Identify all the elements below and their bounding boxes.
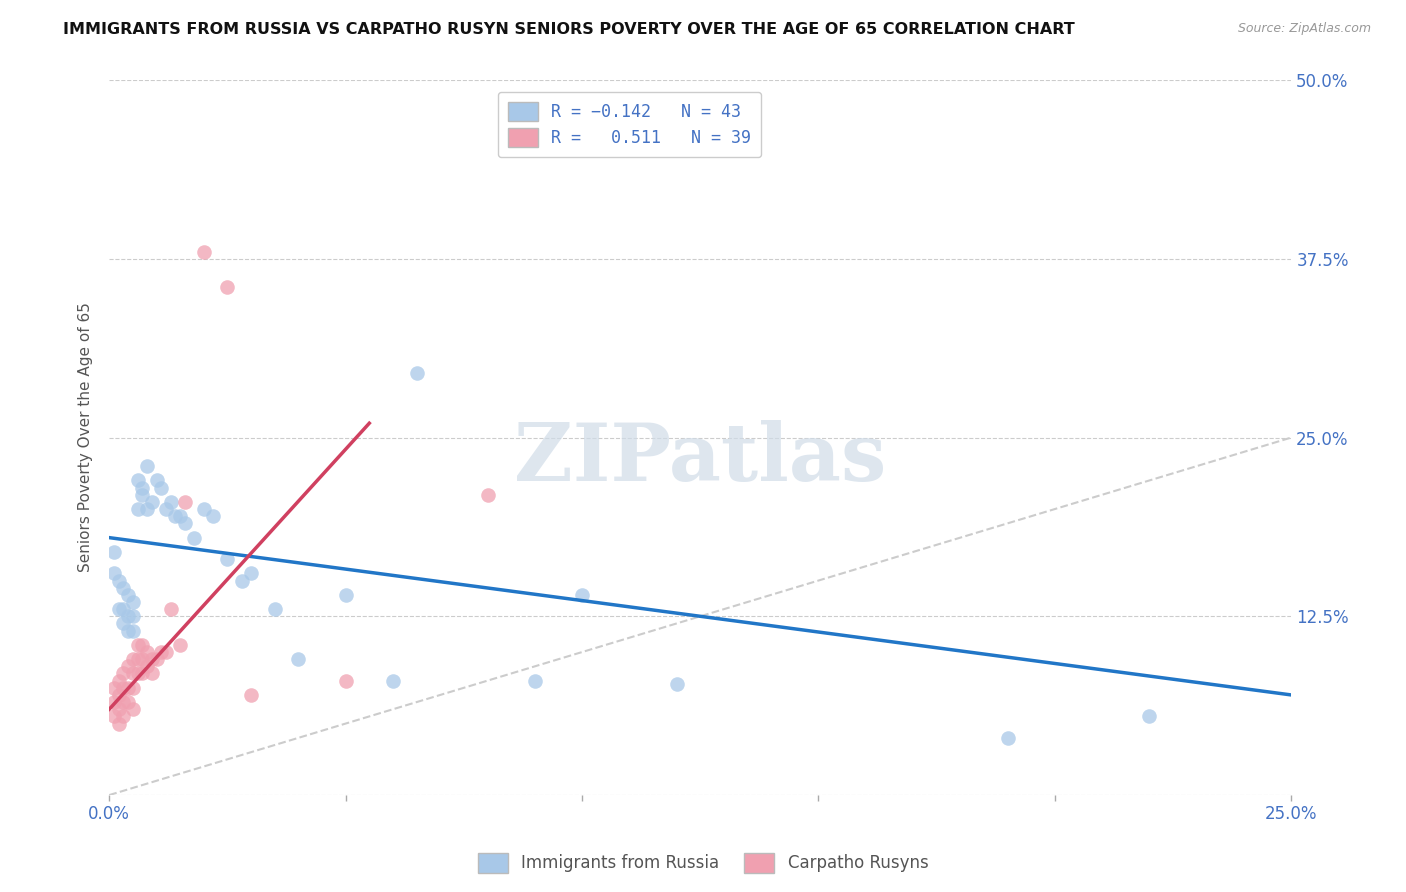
Point [217, 280, 239, 294]
Point [287, 652, 309, 666]
Point [165, 509, 187, 524]
Point [169, 509, 191, 524]
Point [141, 666, 163, 681]
Point [122, 681, 145, 695]
Point [477, 488, 499, 502]
Point [107, 673, 129, 688]
Point [127, 652, 149, 666]
Point [122, 595, 145, 609]
Point [1139, 709, 1161, 723]
Point [159, 602, 181, 616]
Point [136, 502, 159, 516]
Point [155, 502, 177, 516]
Text: Source: ZipAtlas.com: Source: ZipAtlas.com [1237, 22, 1371, 36]
Point [127, 474, 149, 488]
Point [240, 688, 263, 702]
Point [107, 574, 129, 588]
Point [997, 731, 1019, 745]
Point [107, 702, 129, 716]
Point [174, 495, 197, 509]
Point [131, 652, 153, 666]
Point [107, 688, 129, 702]
Point [117, 695, 139, 709]
Point [155, 645, 177, 659]
Point [127, 502, 149, 516]
Point [122, 624, 145, 638]
Point [150, 645, 173, 659]
Point [117, 624, 139, 638]
Point [145, 474, 167, 488]
Point [117, 659, 139, 673]
Point [141, 495, 163, 509]
Point [193, 244, 215, 259]
Point [127, 666, 149, 681]
Point [136, 459, 159, 474]
Point [131, 488, 153, 502]
Point [136, 645, 159, 659]
Point [202, 509, 225, 524]
Point [103, 681, 125, 695]
Point [103, 566, 125, 581]
Point [117, 588, 139, 602]
Point [112, 602, 135, 616]
Legend: Immigrants from Russia, Carpatho Rusyns: Immigrants from Russia, Carpatho Rusyns [471, 847, 935, 880]
Point [107, 716, 129, 731]
Point [112, 695, 135, 709]
Point [122, 702, 145, 716]
Point [131, 481, 153, 495]
Point [131, 666, 153, 681]
Point [183, 531, 205, 545]
Point [103, 709, 125, 723]
Point [107, 602, 129, 616]
Point [217, 552, 239, 566]
Point [117, 681, 139, 695]
Point [405, 366, 427, 380]
Point [103, 545, 125, 559]
Point [150, 481, 173, 495]
Point [122, 666, 145, 681]
Point [523, 673, 546, 688]
Point [141, 652, 163, 666]
Text: IMMIGRANTS FROM RUSSIA VS CARPATHO RUSYN SENIORS POVERTY OVER THE AGE OF 65 CORR: IMMIGRANTS FROM RUSSIA VS CARPATHO RUSYN… [63, 22, 1076, 37]
Point [159, 495, 181, 509]
Text: ZIPatlas: ZIPatlas [515, 420, 886, 498]
Point [127, 638, 149, 652]
Point [117, 609, 139, 624]
Point [103, 695, 125, 709]
Point [263, 602, 285, 616]
Point [169, 638, 191, 652]
Point [335, 588, 357, 602]
Point [112, 709, 135, 723]
Y-axis label: Seniors Poverty Over the Age of 65: Seniors Poverty Over the Age of 65 [79, 302, 93, 573]
Point [122, 609, 145, 624]
Point [240, 566, 263, 581]
Point [112, 681, 135, 695]
Legend: R = −0.142   N = 43, R =   0.511   N = 39: R = −0.142 N = 43, R = 0.511 N = 39 [498, 92, 761, 157]
Point [174, 516, 197, 531]
Point [112, 581, 135, 595]
Point [131, 638, 153, 652]
Point [193, 502, 215, 516]
Point [381, 673, 404, 688]
Point [112, 666, 135, 681]
Point [122, 652, 145, 666]
Point [136, 659, 159, 673]
Point [231, 574, 253, 588]
Point [571, 588, 593, 602]
Point [112, 616, 135, 631]
Point [145, 652, 167, 666]
Point [335, 673, 357, 688]
Point [665, 676, 688, 690]
